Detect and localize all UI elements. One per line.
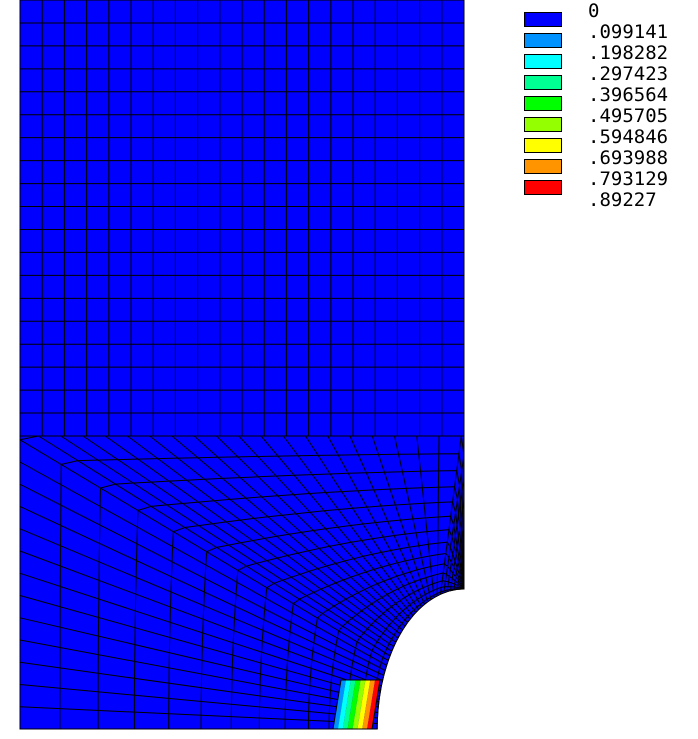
legend-label: .198282 (588, 42, 669, 64)
legend-swatch (524, 54, 562, 69)
mesh-spoke-line (105, 435, 397, 643)
legend-swatch (524, 180, 562, 195)
mesh-spoke-line (446, 477, 465, 592)
mesh-spoke-line (19, 595, 380, 697)
contour-band (357, 680, 371, 729)
legend-label: .594846 (588, 126, 669, 148)
contour-band (342, 680, 356, 729)
mesh-spoke-line (19, 483, 386, 671)
legend-label: .793129 (588, 168, 669, 190)
mesh-spoke-line (193, 435, 406, 627)
mesh-spoke-line (127, 435, 399, 639)
contour-band (333, 680, 346, 729)
mesh-spoke-line (305, 435, 420, 610)
mesh-spoke-line (439, 435, 462, 595)
mesh-spoke-line (19, 550, 382, 687)
contour-band (347, 680, 361, 729)
contour-band (367, 680, 380, 729)
fem-contour-plot (19, 0, 465, 730)
mesh-spoke-line (19, 617, 380, 703)
contour-band (362, 680, 376, 729)
mesh-spoke-line (238, 435, 411, 620)
legend-label: .693988 (588, 147, 669, 169)
contour-band (352, 680, 366, 729)
mesh-spoke-line (456, 544, 465, 590)
mesh-spoke-line (216, 435, 408, 623)
mesh-spoke-line (19, 506, 385, 676)
mesh-spoke-line (19, 706, 378, 724)
legend-swatch (524, 117, 562, 132)
mesh-spoke-line (38, 435, 391, 657)
mesh-spoke-line (19, 639, 379, 708)
legend-swatch (524, 138, 562, 153)
mesh-spoke-line (453, 522, 465, 591)
legend-swatch (524, 159, 562, 174)
stress-concentration-contours (332, 679, 381, 730)
legend-label: .396564 (588, 84, 669, 106)
mesh-spoke-line (371, 435, 429, 603)
legend-label: .099141 (588, 21, 669, 43)
mesh-grid-lines (19, 0, 465, 730)
contour-band-outline (332, 679, 381, 730)
legend-swatch (524, 96, 562, 111)
mesh-spoke-line (460, 566, 465, 590)
legend-swatch (524, 12, 562, 27)
mesh-spoke-line (394, 435, 432, 600)
mesh-spoke-line (19, 684, 378, 719)
legend-label: 0 (588, 0, 600, 22)
mesh-spoke-line (416, 435, 435, 598)
legend-label: .89227 (588, 189, 657, 211)
mesh-spoke-line (19, 661, 378, 713)
mesh-spoke-line (449, 499, 465, 591)
mesh-spoke-line (60, 435, 393, 652)
mesh-spoke-line (19, 572, 381, 692)
legend-label: .297423 (588, 63, 669, 85)
mesh-spoke-line (349, 435, 426, 605)
mesh-spoke-line (443, 455, 465, 593)
mesh-spoke-line (19, 528, 383, 681)
legend-swatch (524, 75, 562, 90)
mesh-spoke-line (282, 435, 417, 613)
mesh-spoke-line (260, 435, 414, 617)
mesh-spoke-line (436, 435, 440, 596)
legend-label: .495705 (588, 105, 669, 127)
mesh-spoke-line (171, 435, 403, 631)
mesh-spoke-line (82, 435, 395, 648)
mesh-spoke-line (327, 435, 423, 608)
mesh-spoke-line (19, 461, 387, 666)
contour-band (337, 680, 351, 729)
mesh-spoke-line (149, 435, 401, 635)
mesh-spoke-line (19, 439, 389, 662)
legend-swatch (524, 33, 562, 48)
